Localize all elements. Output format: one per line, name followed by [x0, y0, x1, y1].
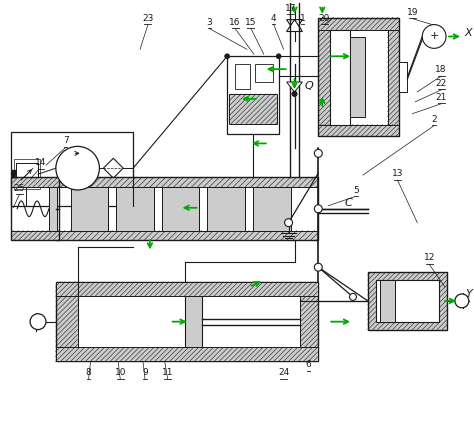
Bar: [388, 18, 400, 137]
Bar: [301, 282, 318, 361]
Text: Q: Q: [304, 81, 313, 91]
Circle shape: [284, 219, 292, 227]
Bar: [368, 272, 447, 330]
Bar: [380, 280, 394, 322]
Bar: [56, 282, 318, 296]
Text: 19: 19: [407, 8, 418, 17]
Bar: [318, 18, 330, 137]
Bar: [49, 187, 57, 231]
Bar: [56, 347, 318, 361]
Bar: [56, 177, 318, 187]
Text: 17: 17: [285, 4, 296, 13]
Text: 13: 13: [392, 169, 403, 178]
Polygon shape: [287, 19, 302, 31]
Bar: [229, 94, 277, 124]
Bar: [318, 125, 400, 137]
Bar: [11, 132, 133, 206]
Text: 1: 1: [300, 14, 305, 23]
Bar: [318, 125, 400, 137]
Bar: [368, 272, 447, 330]
Bar: [11, 177, 59, 187]
Text: 11: 11: [162, 368, 173, 377]
Bar: [235, 64, 250, 89]
Bar: [368, 272, 447, 330]
Text: 18: 18: [435, 65, 447, 74]
Polygon shape: [103, 158, 123, 178]
Polygon shape: [287, 82, 302, 92]
Bar: [56, 177, 318, 240]
Bar: [184, 290, 202, 353]
Circle shape: [314, 149, 322, 157]
Text: 22: 22: [436, 79, 447, 88]
Circle shape: [225, 54, 230, 59]
Bar: [301, 282, 318, 361]
Circle shape: [349, 293, 356, 301]
Circle shape: [314, 205, 322, 213]
Text: 2: 2: [431, 114, 437, 124]
Circle shape: [455, 294, 469, 308]
Circle shape: [292, 91, 297, 96]
Text: 20: 20: [319, 14, 330, 23]
Circle shape: [30, 314, 46, 330]
Bar: [11, 231, 59, 240]
Bar: [400, 62, 408, 92]
Text: 5: 5: [353, 186, 359, 195]
Text: Y: Y: [465, 289, 472, 299]
Bar: [162, 187, 200, 231]
Text: 24: 24: [278, 368, 289, 377]
Text: X: X: [465, 27, 473, 38]
Bar: [16, 163, 38, 185]
Bar: [229, 94, 277, 124]
Bar: [56, 347, 318, 361]
Text: +: +: [429, 31, 439, 42]
Bar: [56, 282, 78, 361]
Text: C: C: [344, 198, 352, 208]
Bar: [71, 187, 109, 231]
Bar: [56, 231, 318, 240]
Text: 10: 10: [115, 368, 126, 377]
Bar: [56, 282, 78, 361]
Bar: [11, 177, 59, 187]
Bar: [318, 18, 330, 137]
Bar: [14, 159, 40, 189]
Text: 6: 6: [306, 360, 311, 369]
Bar: [56, 282, 318, 296]
Text: 3: 3: [207, 18, 212, 27]
Circle shape: [56, 146, 100, 190]
Circle shape: [422, 25, 446, 48]
Bar: [227, 56, 279, 133]
Text: 8: 8: [86, 368, 91, 377]
Bar: [318, 18, 400, 137]
Bar: [318, 18, 400, 30]
Bar: [11, 231, 59, 240]
Text: 4: 4: [271, 14, 276, 23]
Bar: [56, 231, 318, 240]
Text: 23: 23: [142, 14, 154, 23]
Bar: [330, 30, 350, 125]
Text: 15: 15: [245, 18, 257, 27]
Bar: [56, 177, 318, 187]
Circle shape: [276, 54, 281, 59]
Polygon shape: [287, 19, 302, 31]
Bar: [116, 187, 154, 231]
Bar: [350, 38, 365, 117]
Bar: [376, 280, 439, 322]
Text: 9: 9: [142, 368, 148, 377]
Text: 7: 7: [63, 137, 69, 145]
Text: 25: 25: [14, 184, 25, 193]
Text: 21: 21: [436, 93, 447, 102]
Bar: [388, 18, 400, 137]
Text: 14: 14: [36, 158, 46, 167]
Bar: [56, 282, 318, 361]
Bar: [253, 187, 291, 231]
Circle shape: [314, 263, 322, 271]
Bar: [207, 187, 245, 231]
Text: 16: 16: [229, 18, 241, 27]
Text: 12: 12: [423, 253, 435, 262]
Bar: [318, 18, 400, 30]
Bar: [255, 64, 273, 82]
Bar: [11, 177, 59, 240]
